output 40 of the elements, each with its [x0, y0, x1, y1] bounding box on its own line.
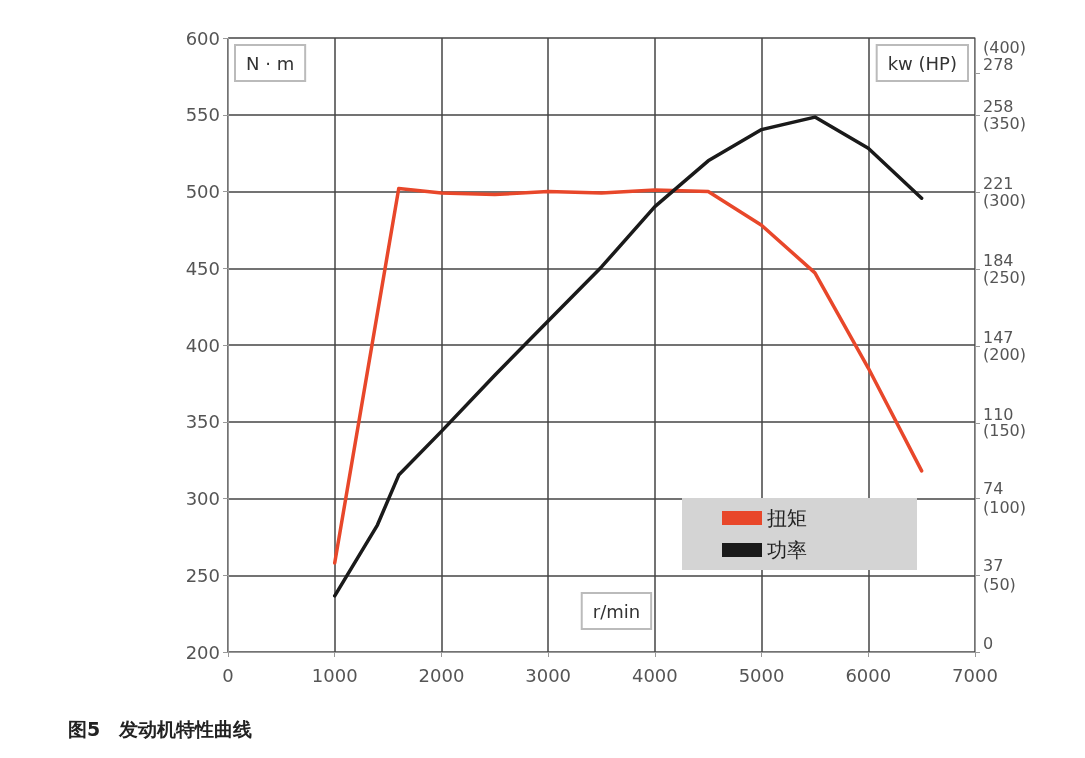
y3-tick-label: (250) — [983, 267, 1027, 287]
y2-tick-label: 0 — [983, 633, 994, 653]
legend-label: 扭矩 — [767, 506, 807, 530]
y3-tick-label: (150) — [983, 421, 1027, 441]
y3-tick-label: (50) — [983, 574, 1016, 594]
y2-tick-label: 258 — [983, 96, 1014, 116]
x-tick-label: 4000 — [631, 664, 678, 686]
y2-tick-label: 74 — [983, 479, 1004, 499]
y-axis-title: N · m — [246, 52, 295, 74]
y-tick-label: 250 — [185, 564, 220, 586]
x-tick-label: 0 — [222, 664, 234, 686]
y3-tick-label: (400) — [983, 37, 1027, 57]
x-tick-label: 7000 — [952, 664, 998, 686]
y2-tick-label: 184 — [983, 250, 1014, 270]
x-tick-label: 1000 — [311, 664, 358, 686]
y-tick-label: 300 — [185, 488, 220, 509]
y3-tick-label: (100) — [983, 498, 1027, 517]
y2-tick-label: 37 — [983, 556, 1004, 576]
line-series — [332, 186, 924, 565]
x-tick-label: 5000 — [738, 664, 785, 686]
y3-tick-label: (200) — [983, 344, 1027, 364]
y2-tick-label: 147 — [983, 327, 1014, 347]
y-tick-label: 450 — [185, 257, 220, 279]
x-tick-label: 2000 — [418, 664, 465, 686]
text: 图5 发动机特性曲线 — [68, 717, 253, 740]
y3-tick-label: (350) — [983, 114, 1027, 134]
x-axis-title: r/min — [592, 600, 641, 622]
y2-tick-label: 110 — [983, 404, 1014, 424]
y2-tick-label: 221 — [983, 173, 1014, 193]
y-tick-label: 600 — [185, 27, 220, 49]
y2-axis-title: kw (HP) — [887, 52, 957, 74]
y-tick-label: 500 — [185, 181, 220, 202]
y-tick-label: 400 — [185, 334, 220, 356]
y-tick-label: 350 — [185, 411, 220, 433]
legend-label: 功率 — [767, 538, 807, 562]
y-tick-label: 550 — [185, 104, 220, 126]
y3-tick-label: (300) — [983, 191, 1027, 210]
x-tick-label: 6000 — [845, 664, 892, 686]
y-tick-label: 200 — [185, 641, 220, 663]
x-tick-label: 3000 — [525, 664, 572, 686]
